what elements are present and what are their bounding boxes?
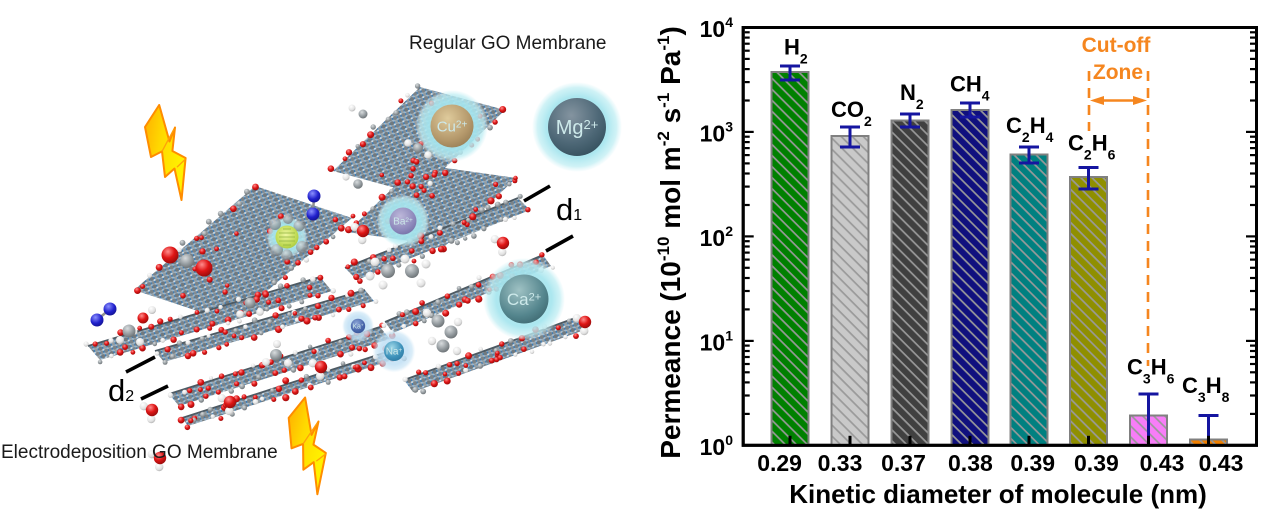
svg-text:0.37: 0.37	[881, 450, 926, 476]
svg-text:Zone: Zone	[1093, 61, 1143, 84]
svg-text:C2H4: C2H4	[1006, 113, 1054, 145]
svg-text:Regular GO Membrane: Regular GO Membrane	[409, 33, 606, 54]
svg-text:0.38: 0.38	[948, 450, 993, 476]
svg-text:0.43: 0.43	[1140, 450, 1185, 476]
svg-text:Na+: Na+	[386, 347, 403, 358]
svg-text:H2: H2	[784, 35, 808, 67]
svg-text:Ba2+: Ba2+	[393, 217, 413, 228]
svg-text:C3H8: C3H8	[1182, 373, 1230, 405]
svg-text:CO2: CO2	[831, 97, 872, 129]
svg-text:Electrodeposition GO Membrane: Electrodeposition GO Membrane	[1, 442, 278, 463]
svg-text:C3H6: C3H6	[1127, 355, 1175, 387]
svg-text:Cut-off: Cut-off	[1082, 34, 1152, 57]
svg-text:CH4: CH4	[950, 72, 990, 104]
svg-text:0.39: 0.39	[1074, 450, 1119, 476]
svg-text:C2H6: C2H6	[1068, 131, 1116, 163]
svg-text:0.33: 0.33	[818, 450, 863, 476]
svg-text:Kinetic diameter of molecule (: Kinetic diameter of molecule (nm)	[789, 479, 1207, 509]
svg-text:N2: N2	[900, 80, 924, 112]
svg-text:0.39: 0.39	[1010, 450, 1055, 476]
svg-text:Ka+: Ka+	[352, 322, 364, 330]
svg-text:0.29: 0.29	[757, 450, 802, 476]
svg-text:0.43: 0.43	[1199, 450, 1244, 476]
